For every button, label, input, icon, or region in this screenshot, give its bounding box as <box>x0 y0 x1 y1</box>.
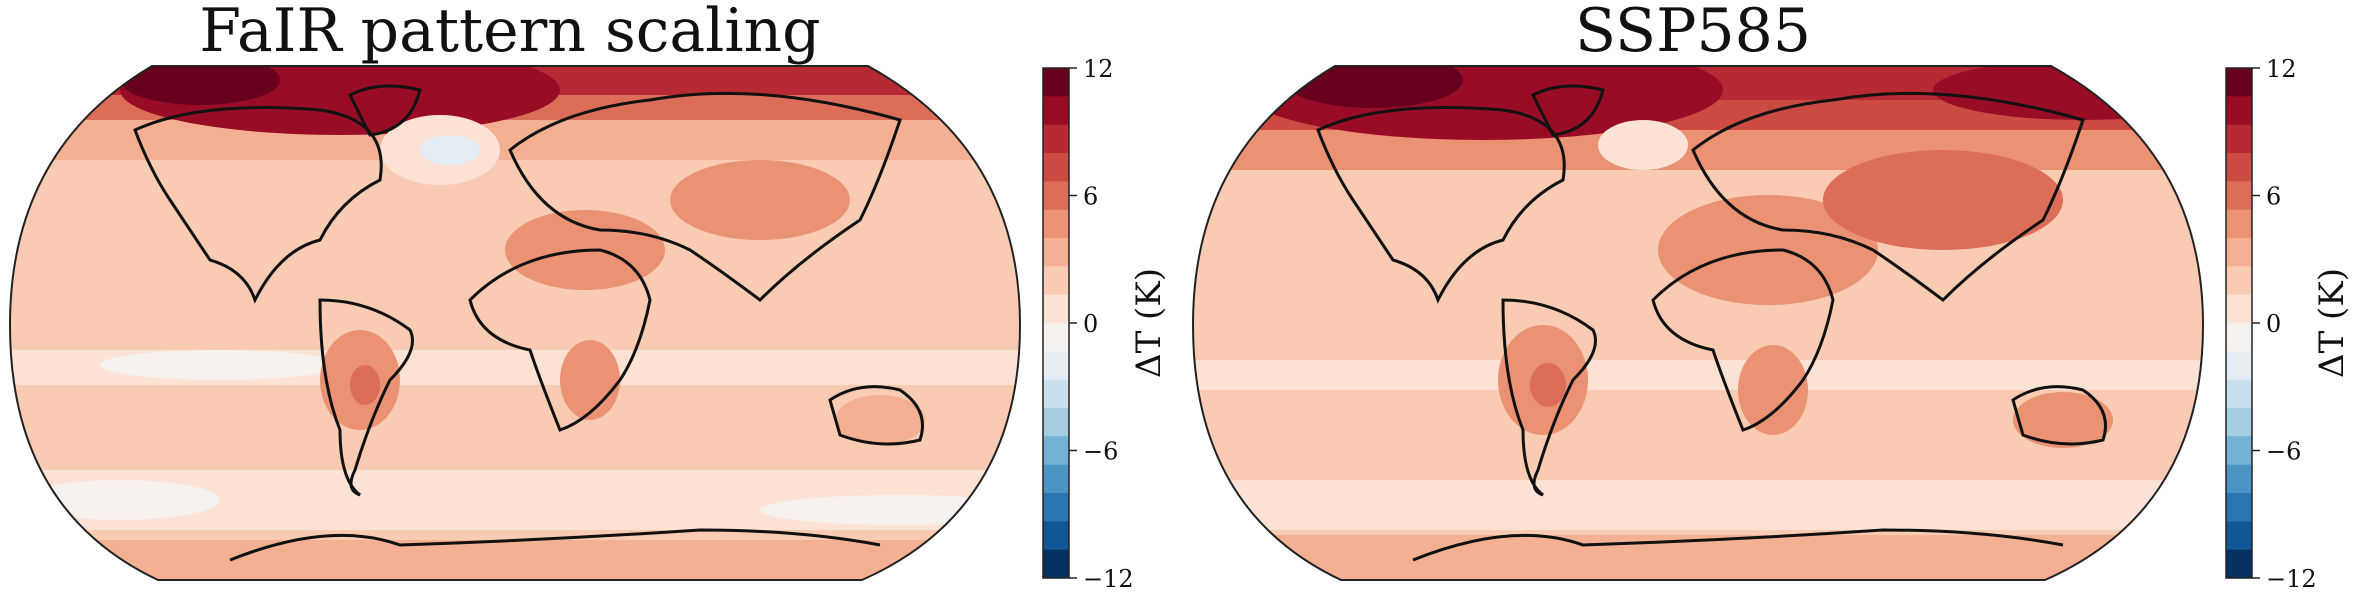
map-border <box>1191 65 2205 581</box>
colorbar-segment <box>2226 153 2252 182</box>
colorbar-tick-label: −12 <box>1083 565 1134 593</box>
colorbar-segment <box>1043 238 1069 267</box>
colorbar-segment <box>2226 521 2252 551</box>
colorbar-tick-label: −6 <box>2266 438 2301 466</box>
colorbar-segment <box>1043 181 1069 211</box>
colorbar-tick-label: 6 <box>1083 183 1098 211</box>
colorbar-tick-label: 12 <box>2266 55 2297 83</box>
colorbar-segment <box>1043 209 1069 239</box>
colorbar-segment <box>1043 521 1069 551</box>
coastlines <box>133 84 924 562</box>
map-figure: 12 6 0 −6 −12 ΔT (K) <box>1191 55 2352 593</box>
colorbar-tick-label: 0 <box>1083 310 1098 338</box>
colorbar-segment <box>2226 464 2252 494</box>
colorbar-segment <box>1043 351 1069 381</box>
colorbar-label: ΔT (K) <box>2312 268 2352 378</box>
colorbar-segment <box>2226 266 2252 296</box>
panel-title: SSP585 <box>1574 0 1812 66</box>
colorbar-segment <box>1043 464 1069 494</box>
colorbar-segment <box>2226 124 2252 154</box>
colorbar-tick-label: 6 <box>2266 183 2281 211</box>
colorbar-segment <box>2226 408 2252 437</box>
colorbar-segment <box>1043 68 1069 97</box>
colorbar-tick-label: 12 <box>1083 55 1114 83</box>
colorbar-segment <box>2226 96 2252 126</box>
map-figure: 12 6 0 −6 −12 ΔT (K) <box>8 55 1169 593</box>
colorbar-segment <box>1043 294 1069 324</box>
colorbar-tick-label: −6 <box>1083 438 1118 466</box>
colorbar-tick-label: 0 <box>2266 310 2281 338</box>
colorbar-segment <box>2226 181 2252 211</box>
colorbar-segment <box>2226 68 2252 97</box>
colorbar-segment <box>2226 493 2252 522</box>
colorbar-segment <box>2226 209 2252 239</box>
panel-fair-pattern-scaling: FaIR pattern scaling <box>8 0 1169 593</box>
colorbar-segment <box>2226 436 2252 466</box>
temperature-field <box>10 66 1020 580</box>
colorbar-segment <box>2226 294 2252 324</box>
map-border <box>8 65 1022 581</box>
colorbar-segment <box>1043 323 1069 352</box>
coastlines <box>1316 84 2107 562</box>
colorbar-segment <box>2226 351 2252 381</box>
colorbar-segment <box>2226 549 2252 579</box>
panel-title: FaIR pattern scaling <box>199 0 821 66</box>
colorbar-segment <box>1043 493 1069 522</box>
colorbar-segment <box>2226 323 2252 352</box>
colorbar-segment <box>1043 549 1069 579</box>
colorbar-segment <box>1043 266 1069 296</box>
panel-ssp585: SSP585 <box>1183 0 2366 594</box>
colorbar-segment <box>1043 96 1069 126</box>
colorbar-segment <box>2226 238 2252 267</box>
colorbar-segment <box>1043 124 1069 154</box>
temperature-field <box>1193 66 2203 580</box>
colorbar-tick-label: −12 <box>2266 565 2317 593</box>
colorbar: 12 6 0 −6 −12 <box>1042 55 1134 593</box>
colorbar: 12 6 0 −6 −12 <box>2225 55 2317 593</box>
colorbar-segment <box>1043 436 1069 466</box>
colorbar-segment <box>1043 153 1069 182</box>
colorbar-segment <box>1043 379 1069 409</box>
colorbar-segment <box>2226 379 2252 409</box>
colorbar-segment <box>1043 408 1069 437</box>
colorbar-label: ΔT (K) <box>1129 268 1169 378</box>
